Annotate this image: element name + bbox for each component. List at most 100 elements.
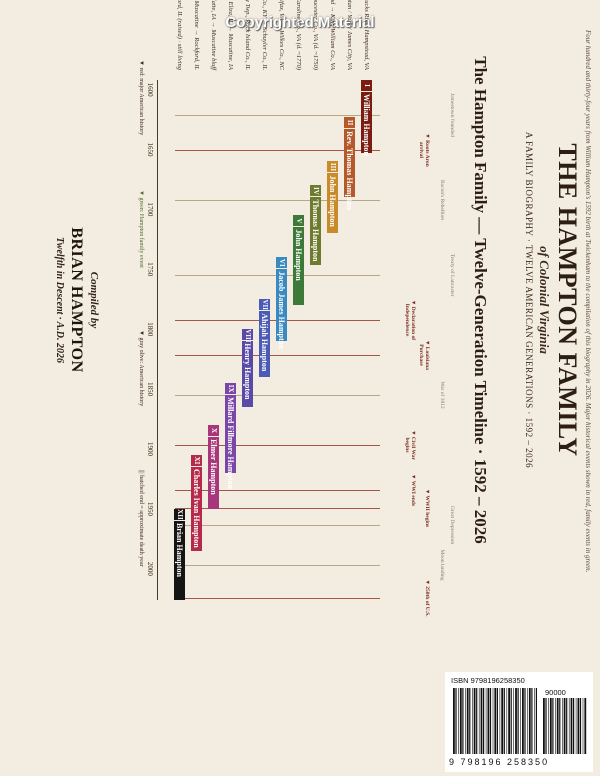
descent-line: Twelfth in Descent · A.D. 2026: [54, 237, 65, 363]
generation-bar: XII Brian Hampton: [174, 508, 185, 600]
generation-number: I: [361, 80, 372, 92]
legend-red: ▼ red: major American history: [138, 60, 144, 136]
generation-name: William Hampton: [362, 94, 371, 156]
isbn-label: ISBN 9798196258350: [451, 676, 525, 685]
year-label: 2000: [146, 561, 154, 576]
generation-place: Barren Co., KY → Drury Twp., Rock Island…: [244, 0, 251, 70]
generation-bar: VI Jacob James Hampton: [276, 257, 287, 349]
generation-bar: VII Ahijah Hampton: [259, 299, 270, 378]
price-code: 90000: [545, 688, 566, 697]
generation-name: John Hampton: [294, 229, 303, 281]
generation-name: Jacob James Hampton: [277, 271, 286, 350]
compiled-by: Compiled by: [88, 271, 100, 329]
generation-name: Ahijah Hampton: [260, 313, 269, 372]
gray-event-label: Great Depression: [449, 505, 455, 545]
year-label: 1850: [146, 382, 154, 397]
generation-place: Wilkes Co., NC → Barren Co., KY → Schuyl…: [261, 0, 268, 70]
generation-number: IV: [310, 185, 321, 198]
gray-event-label: Treaty of Lancaster: [449, 253, 455, 297]
generation-number: VIII: [242, 329, 253, 343]
generation-place: Rock Island City → Eliza, IL → Muscatine…: [227, 0, 234, 70]
generation-bar: VIII Henry Hampton: [242, 329, 253, 408]
legend-green: ▼ green: Hampton family event: [138, 190, 144, 268]
generation-bar: XI Charles Ivan Hampton: [191, 455, 202, 551]
generation-bar: I William Hampton: [361, 80, 372, 156]
price-barcode-icon: [543, 698, 587, 754]
generation-number: II: [344, 117, 355, 130]
gray-event-line: [175, 395, 380, 396]
year-label: 1750: [146, 262, 154, 277]
legend-gray: ▼ gray olive: American history: [138, 330, 144, 407]
generation-bar: X Elmer Hampton: [208, 425, 219, 509]
generation-name: John Hampton: [328, 175, 337, 227]
year-label: 1700: [146, 202, 154, 217]
year-label: 1950: [146, 501, 154, 516]
generation-name: Rev. Thomas Hampton: [345, 131, 354, 210]
book-tagline: A FAMILY BIOGRAPHY · TWELVE AMERICAN GEN…: [524, 131, 534, 469]
generation-name: Thomas Hampton: [311, 199, 320, 262]
isbn-barcode: ISBN 9798196258350 90000 9 798196 258350: [445, 672, 593, 772]
generation-place: Twickenham → Bucks Rise / Hampstead, VA: [363, 0, 370, 70]
watermark: Copyrighted Material: [225, 14, 375, 31]
cover-content: Four hundred and thirty-four years from …: [0, 0, 600, 760]
generation-bar: IX Millard Fillmore Hampton: [225, 383, 236, 489]
generation-place: Gloucester Co., VA (d. ~1750): [312, 0, 319, 70]
generation-number: VI: [276, 257, 287, 270]
year-label: 1900: [146, 442, 154, 457]
generation-bar: IV Thomas Hampton: [310, 185, 321, 265]
generation-place: St. Margaret's / Caroline Co., VA (d. ~1…: [295, 0, 302, 70]
generation-place: Platte, IA → Muscatine → Rockford, IL: [193, 0, 200, 70]
generation-name: Elmer Hampton: [209, 439, 218, 495]
generation-name: Charles Ivan Hampton: [192, 469, 201, 548]
generation-number: V: [293, 215, 304, 228]
author-name: BRIAN HAMPTON: [68, 227, 85, 373]
red-event-line: [175, 598, 380, 599]
red-event-label: ▼ Roots Aron arrival: [418, 133, 430, 167]
year-label: 1650: [146, 142, 154, 157]
red-event-label: ▼ WWI ends: [410, 474, 416, 506]
generation-place: Muscatine, IA (b.) → Rockford, IL (raise…: [176, 0, 183, 70]
red-event-label: ▼ WWII begins: [424, 488, 430, 528]
generation-place: Hampstead → King William Co., VA: [329, 0, 336, 70]
legend-bars: ||| hatched end = approximate death year: [138, 470, 144, 567]
gray-event-label: War of 1812: [439, 381, 445, 409]
barcode-bars-icon: [453, 688, 537, 754]
generation-name: Brian Hampton: [175, 522, 184, 577]
generation-number: XII: [174, 508, 185, 521]
red-event-line: [175, 490, 380, 491]
generation-place: Kecoughtan / York / James City, VA: [346, 0, 353, 70]
gray-event-label: Jamestown founded: [449, 93, 455, 137]
isbn-digits: 9 798196 258350: [449, 757, 550, 767]
year-label: 1600: [146, 82, 154, 97]
red-event-line: [175, 508, 380, 509]
gray-event-line: [175, 115, 380, 116]
timeline-axis: [157, 80, 158, 600]
generation-number: IX: [225, 383, 236, 396]
red-event-label: ▼ 250th of U.S.: [424, 579, 430, 617]
timeline-title: The Hampton Family — Twelve-Generation T…: [471, 56, 490, 544]
gray-event-line: [175, 565, 380, 566]
book-title: THE HAMPTON FAMILY: [553, 143, 582, 457]
generation-number: XI: [191, 455, 202, 468]
red-event-label: ▼ Louisiana Purchase: [418, 339, 430, 371]
year-label: 1800: [146, 322, 154, 337]
generation-place: Eliza, IL → Platte, IA → Muscatine bluff: [210, 0, 217, 70]
red-event-label: ▼ Declaration of Independence: [404, 299, 416, 341]
gray-event-line: [175, 525, 380, 526]
intro-text: Four hundred and thirty-four years from …: [584, 30, 592, 573]
generation-number: III: [327, 161, 338, 174]
generation-number: X: [208, 425, 219, 438]
generation-number: VII: [259, 299, 270, 312]
book-subtitle: of Colonial Virginia: [537, 246, 552, 354]
gray-event-label: Bacon's Rebellion: [439, 180, 445, 220]
generation-bar: II Rev. Thomas Hampton: [344, 117, 355, 210]
generation-name: Henry Hampton: [243, 343, 252, 400]
generation-bar: III John Hampton: [327, 161, 338, 234]
red-event-label: ▼ Civil War begins: [404, 430, 416, 460]
red-event-line: [175, 445, 380, 446]
generation-place: Bedford-Halifax, VA → Wilkes Co., NC: [278, 0, 285, 70]
gray-event-label: Moon landing: [439, 549, 445, 581]
red-event-line: [175, 355, 380, 356]
generation-name: Millard Fillmore Hampton: [226, 397, 235, 489]
